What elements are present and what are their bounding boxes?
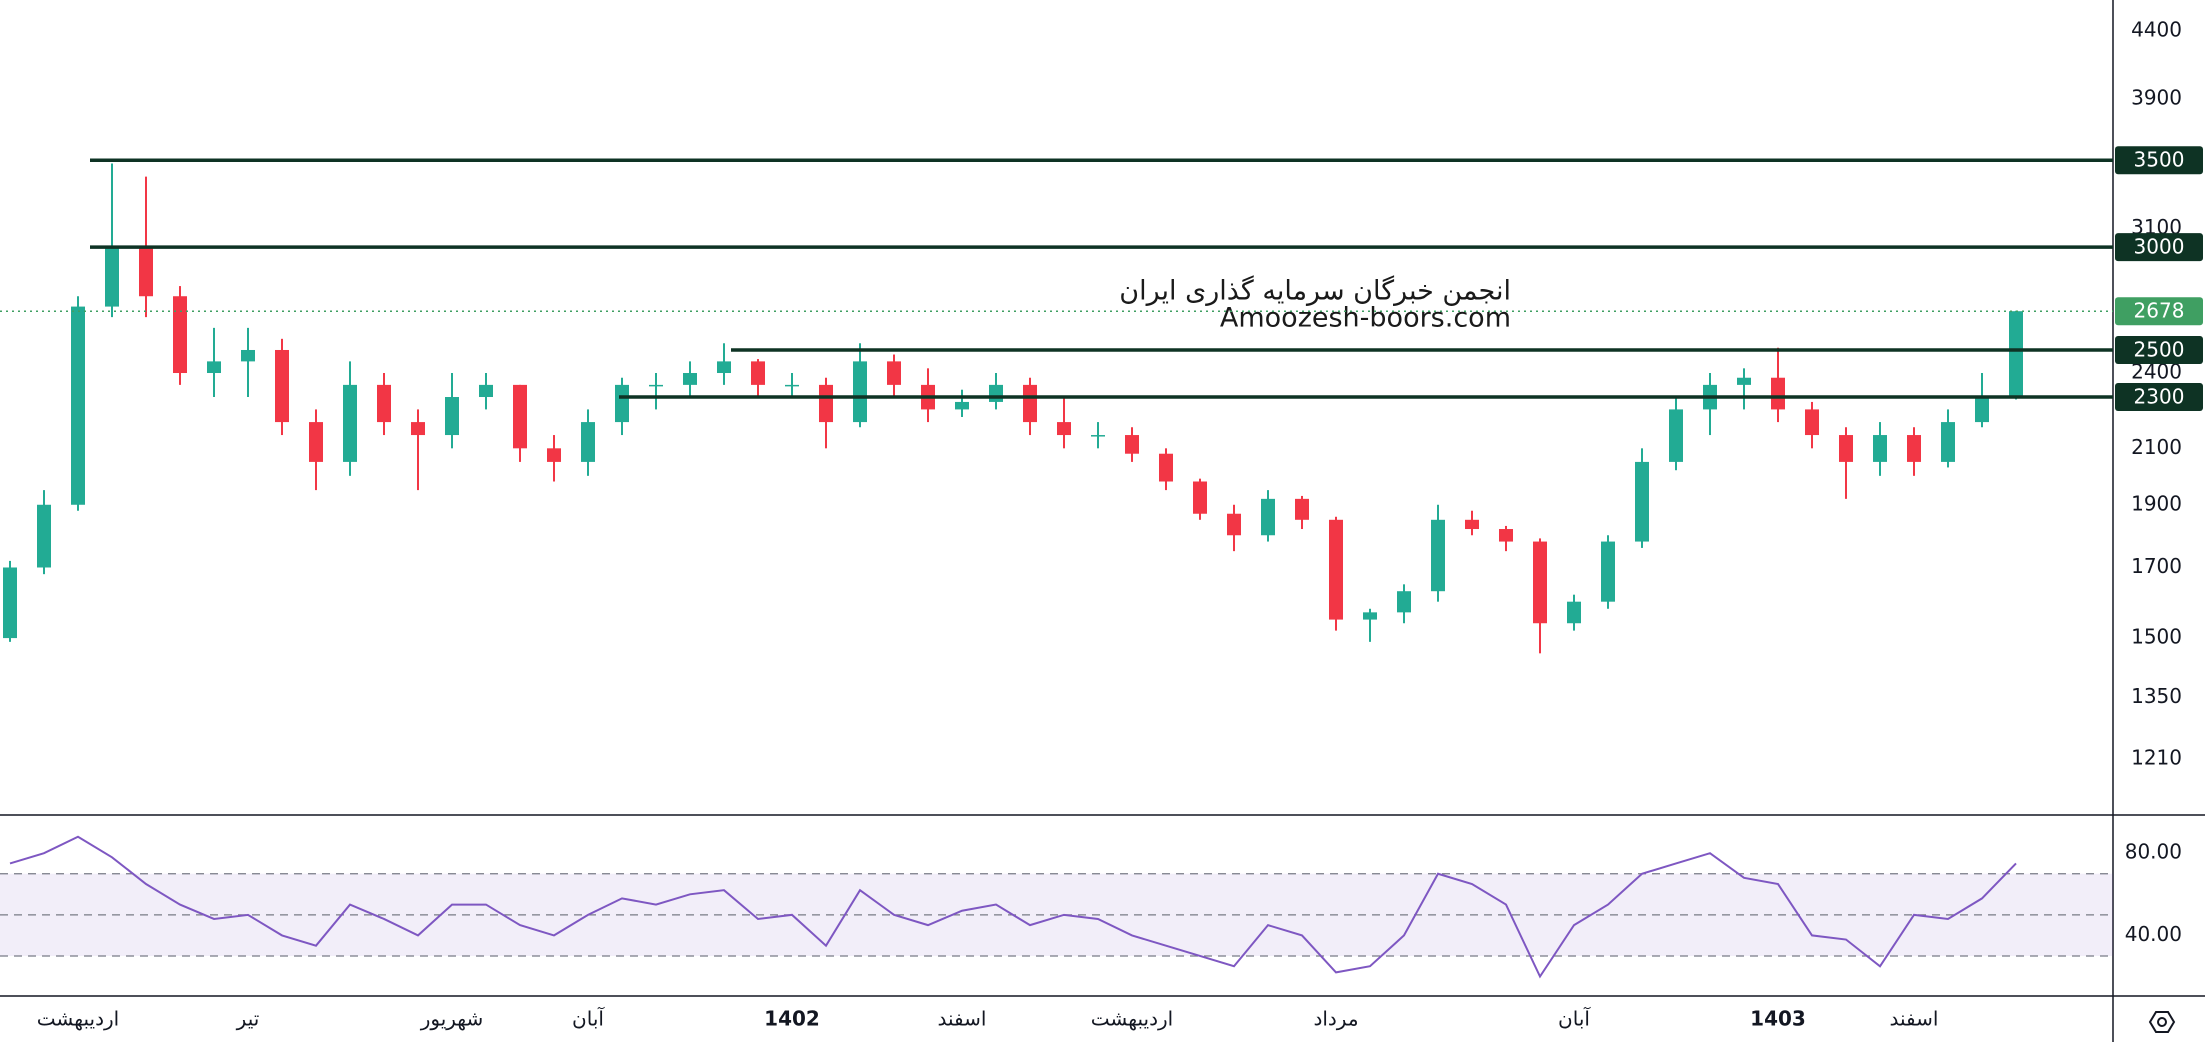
candle-body (1873, 435, 1887, 462)
rsi-line (9, 835, 2017, 979)
candle-body (1091, 435, 1105, 437)
level-box (2115, 335, 2203, 364)
candle-body (343, 384, 357, 462)
level-box (2115, 383, 2203, 412)
candle-body (1193, 481, 1207, 514)
candle-body (1771, 377, 1785, 410)
candle-body (1431, 519, 1445, 592)
candle-body (513, 384, 527, 449)
candle-body (887, 361, 901, 385)
level-box (2115, 233, 2203, 262)
candle-body (105, 247, 119, 307)
candle-body (241, 349, 255, 362)
last-price-label: 2678 (2134, 299, 2185, 323)
candle-body (1159, 453, 1173, 482)
candle-body (3, 567, 17, 639)
last-price-box (2115, 297, 2203, 326)
candle-body (717, 361, 731, 374)
candle-body (683, 373, 697, 385)
candle-body (309, 422, 323, 462)
level-label: 3500 (2134, 148, 2185, 172)
candle-body (1057, 422, 1071, 436)
candle-body (1363, 612, 1377, 620)
candle-body (547, 448, 561, 462)
x-tick-label: تیر (236, 1007, 260, 1031)
x-tick-label: آبان (572, 1006, 605, 1031)
candle-body (1805, 409, 1819, 436)
candle-body (1465, 519, 1479, 530)
y-tick-label: 3900 (2131, 86, 2182, 110)
y-tick-label: 80.00 (2125, 840, 2182, 864)
candle-body (1737, 377, 1751, 385)
settings-icon[interactable] (2148, 1011, 2176, 1033)
candle-body (1635, 461, 1649, 542)
x-tick-label: آبان (1558, 1006, 1591, 1031)
candle-body (479, 384, 493, 398)
candle-body (1295, 498, 1309, 520)
x-tick-label: اردیبهشت (1091, 1007, 1173, 1031)
candle-body (1975, 397, 1989, 423)
level-box (2115, 146, 2203, 175)
candle-body (445, 397, 459, 436)
candle-body (1227, 513, 1241, 536)
candle-body (1397, 591, 1411, 613)
candle-body (785, 384, 799, 387)
candle-body (955, 401, 969, 410)
candle-body (411, 422, 425, 436)
x-tick-label: شهریور (420, 1007, 484, 1031)
candle-body (37, 504, 51, 568)
y-tick-label: 1500 (2131, 625, 2182, 649)
x-tick-label: مرداد (1313, 1007, 1358, 1031)
candle-body (71, 306, 85, 505)
candle-body (1907, 435, 1921, 462)
y-tick-label: 1350 (2131, 684, 2182, 708)
candle-body (853, 361, 867, 423)
candle-body (615, 384, 629, 423)
x-tick-label: اسفند (938, 1007, 987, 1031)
y-tick-label: 2100 (2131, 435, 2182, 459)
candle-body (1533, 541, 1547, 624)
candle-body (819, 384, 833, 423)
x-tick-label: اردیبهشت (37, 1007, 119, 1031)
x-tick-label: 1403 (1750, 1007, 1806, 1031)
candle-body (1023, 384, 1037, 423)
level-label: 2300 (2134, 385, 2185, 409)
candle-body (173, 296, 187, 374)
candle-body (207, 361, 221, 374)
x-tick-label: اسفند (1890, 1007, 1939, 1031)
candle-body (581, 422, 595, 462)
candle-body (1499, 529, 1513, 542)
candle-body (2009, 311, 2023, 398)
candle-body (377, 384, 391, 423)
x-tick-label: 1402 (764, 1007, 820, 1031)
candle-body (989, 384, 1003, 402)
candle-body (1125, 435, 1139, 454)
watermark-title: انجمن خبرگان سرمایه گذاری ایران (1119, 275, 1511, 307)
settings-hexagon (2148, 1011, 2176, 1033)
watermark-url: Amoozesh-boors.com (1220, 303, 1511, 334)
y-tick-label: 1700 (2131, 554, 2182, 578)
candle-body (1261, 498, 1275, 536)
candle-body (1839, 435, 1853, 462)
candle-body (139, 247, 153, 297)
candle-body (1567, 601, 1581, 624)
y-tick-label: 4400 (2131, 18, 2182, 42)
candle-body (1329, 519, 1343, 620)
candle-body (1941, 422, 1955, 462)
settings-dot (2157, 1017, 2167, 1027)
level-label: 3000 (2134, 235, 2185, 259)
candle-body (649, 384, 663, 387)
candle-body (1601, 541, 1615, 602)
y-tick-label: 1210 (2131, 746, 2182, 770)
candle-body (275, 349, 289, 423)
y-tick-label: 1900 (2131, 491, 2182, 515)
candle-body (751, 361, 765, 385)
candle-body (1669, 409, 1683, 462)
level-label: 2500 (2134, 337, 2185, 361)
y-tick-label: 40.00 (2125, 922, 2182, 946)
